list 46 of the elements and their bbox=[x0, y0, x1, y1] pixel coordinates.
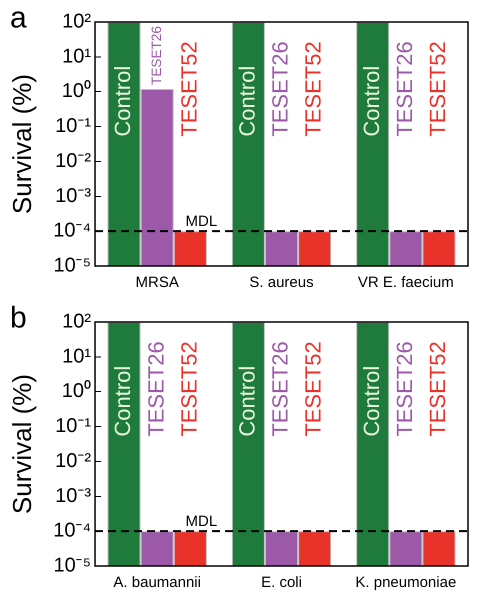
x-tick-label: MRSA bbox=[136, 274, 179, 292]
ref-line-label: MDL bbox=[186, 512, 218, 530]
y-tick-label: 10² bbox=[62, 310, 92, 333]
y-tick-label: 10⁻⁴ bbox=[53, 220, 92, 242]
x-tick-label: E. coli bbox=[261, 574, 302, 592]
text: TESET52 bbox=[425, 41, 450, 137]
x-tick-label: VR E. faecium bbox=[358, 274, 454, 292]
y-tick-label: 10⁻¹ bbox=[55, 115, 92, 138]
y-tick-label: 10⁻² bbox=[55, 450, 92, 472]
chart-title: a bbox=[10, 1, 27, 34]
y-axis-title: Survival (%) bbox=[6, 74, 37, 214]
text: TESET26 bbox=[392, 41, 417, 137]
y-tick-label: 10⁻⁴ bbox=[53, 520, 92, 542]
y-tick-label: 10⁻² bbox=[55, 150, 92, 172]
y-tick-label: 10⁻⁵ bbox=[53, 554, 92, 577]
x-tick-label: K. pneumoniae bbox=[355, 574, 456, 592]
series-label: Control bbox=[358, 66, 384, 137]
ref-line-label: MDL bbox=[186, 212, 218, 230]
text: TESET26 bbox=[148, 26, 164, 85]
text: Control bbox=[234, 366, 260, 437]
text: TESET26 bbox=[392, 341, 417, 437]
text: TESET26 bbox=[268, 41, 293, 137]
y-axis-title: Survival (%) bbox=[6, 374, 37, 514]
y-tick-label: 10⁻⁵ bbox=[53, 254, 92, 277]
text: TESET52 bbox=[176, 341, 202, 437]
series-label: Control bbox=[358, 366, 384, 437]
y-tick-label: 10⁰ bbox=[62, 79, 92, 102]
y-tick-label: 10¹ bbox=[62, 45, 92, 68]
x-tick-label: S. aureus bbox=[249, 274, 314, 292]
y-tick-label: 10² bbox=[62, 10, 92, 33]
text: TESET52 bbox=[300, 341, 326, 437]
y-tick-label: 10¹ bbox=[62, 345, 92, 368]
text: TESET52 bbox=[300, 41, 326, 137]
y-tick-label: 10⁻³ bbox=[55, 184, 92, 207]
text: Control bbox=[234, 66, 260, 137]
x-tick-label: A. baumannii bbox=[113, 574, 201, 592]
text: Control bbox=[110, 66, 136, 137]
text: TESET52 bbox=[425, 341, 450, 437]
text: TESET52 bbox=[176, 41, 202, 137]
text: Control bbox=[110, 366, 136, 437]
text: TESET26 bbox=[268, 341, 293, 437]
y-tick-label: 10⁻³ bbox=[55, 484, 92, 507]
chart-title: b bbox=[10, 301, 27, 334]
text: TESET26 bbox=[143, 341, 168, 437]
y-tick-label: 10⁻¹ bbox=[55, 415, 92, 438]
y-tick-label: 10⁰ bbox=[62, 379, 92, 402]
